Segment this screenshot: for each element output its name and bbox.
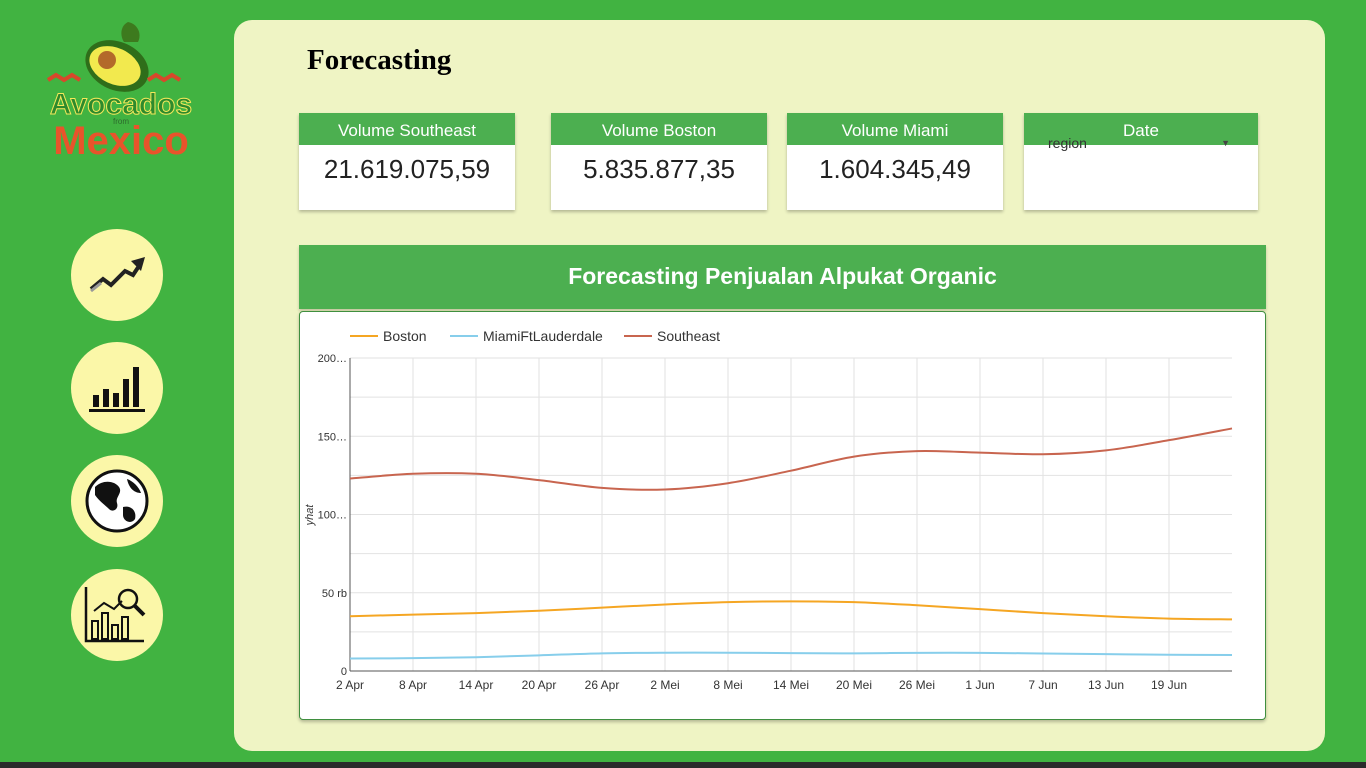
legend-label: Southeast: [657, 328, 720, 344]
nav-bar-chart-button[interactable]: [71, 342, 163, 434]
y-tick-label: 50 rb: [322, 588, 347, 600]
forecast-line-chart: 2 Apr 8 Apr 14 Apr 20 Apr 26 Apr 2 Mei 8 Mei 14…: [304, 328, 1233, 692]
date-filter-label: Date: [1024, 113, 1258, 145]
globe-icon: [85, 469, 149, 533]
x-tick-label: 26 Mei: [899, 678, 935, 692]
x-tick-label: 20 Mei: [836, 678, 872, 692]
date-filter-card: Date region ▼: [1024, 113, 1258, 210]
scorecard-label: Volume Miami: [787, 113, 1003, 145]
scorecard-label: Volume Boston: [551, 113, 767, 145]
nav-trend-button[interactable]: [71, 229, 163, 321]
scorecard-value: 1.604.345,49: [819, 154, 971, 184]
scorecard-value: 5.835.877,35: [583, 154, 735, 184]
x-tick-label: 2 Mei: [650, 678, 679, 692]
scorecard-volume-boston: Volume Boston 5.835.877,35: [551, 113, 767, 210]
legend-label: Boston: [383, 328, 427, 344]
svg-text:from: from: [113, 117, 129, 126]
avocados-from-mexico-logo: Avocados from Mexico: [46, 22, 193, 162]
analytics-magnifier-icon: [84, 587, 146, 643]
x-tick-label: 26 Apr: [585, 678, 620, 692]
scorecard-volume-southeast: Volume Southeast 21.619.075,59: [299, 113, 515, 210]
scorecard-label: Volume Southeast: [299, 113, 515, 145]
scorecard-value: 21.619.075,59: [323, 154, 491, 184]
x-tick-label: 14 Mei: [773, 678, 809, 692]
x-tick-label: 8 Apr: [399, 678, 427, 692]
window-bottom-strip: [0, 762, 1366, 768]
nav-analytics-button[interactable]: [71, 569, 163, 661]
series-line-southeast: [349, 427, 1233, 491]
y-tick-label: 0: [341, 666, 347, 678]
y-tick-label: 100…: [318, 510, 347, 522]
x-tick-label: 19 Jun: [1151, 678, 1187, 692]
x-tick-label: 2 Apr: [336, 678, 364, 692]
nav-globe-button[interactable]: [71, 455, 163, 547]
page-title: Forecasting: [307, 44, 452, 76]
y-tick-label: 200…: [318, 353, 347, 365]
series-line-boston: [349, 600, 1233, 621]
y-tick-label: 150…: [318, 431, 347, 443]
legend-label: MiamiFtLauderdale: [483, 328, 603, 344]
scorecard-volume-miami: Volume Miami 1.604.345,49: [787, 113, 1003, 210]
svg-text:Mexico: Mexico: [53, 119, 189, 162]
forecast-chart-container: 2 Apr 8 Apr 14 Apr 20 Apr 26 Apr 2 Mei 8 Mei 14…: [299, 311, 1266, 720]
x-tick-label: 1 Jun: [965, 678, 994, 692]
region-dropdown-value: region: [1048, 135, 1087, 151]
chart-title-banner: Forecasting Penjualan Alpukat Organic: [299, 245, 1266, 309]
x-tick-label: 7 Jun: [1028, 678, 1057, 692]
region-dropdown[interactable]: region ▼: [1048, 135, 1238, 151]
x-tick-label: 14 Apr: [459, 678, 494, 692]
x-tick-label: 20 Apr: [522, 678, 557, 692]
dropdown-caret-icon: ▼: [1221, 138, 1230, 148]
x-tick-label: 13 Jun: [1088, 678, 1124, 692]
y-axis-label: yhat: [304, 504, 316, 527]
bar-chart-icon: [89, 367, 145, 412]
series-line-miamiftlauderdale: [349, 651, 1233, 660]
x-tick-label: 8 Mei: [713, 678, 742, 692]
svg-text:Avocados: Avocados: [50, 88, 192, 121]
trend-arrow-icon: [89, 257, 145, 293]
